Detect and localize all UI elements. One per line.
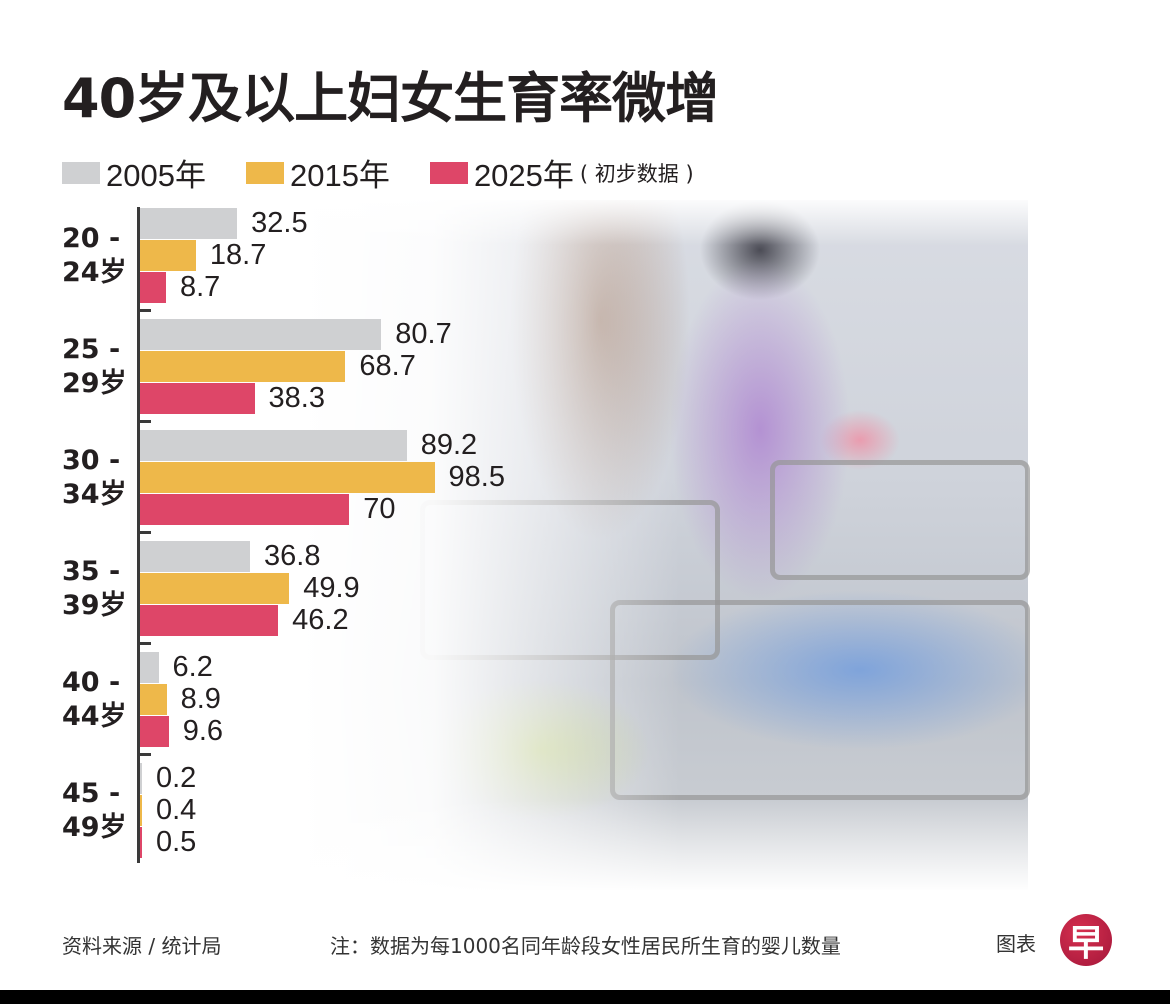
- bar-value-label: 36.8: [264, 540, 321, 572]
- bottom-border: [0, 990, 1170, 1004]
- legend-label: 2025年: [473, 158, 574, 193]
- age-group-label: 40 -44岁: [62, 666, 142, 734]
- bar-2015: [140, 351, 346, 382]
- photo-fade-overlay: [300, 800, 1028, 892]
- age-group-label-line2: 44岁: [62, 701, 127, 732]
- bar-value-label: 89.2: [420, 429, 478, 461]
- age-group-label: 45 -49岁: [62, 777, 142, 845]
- legend-label: 2005年: [106, 158, 206, 193]
- age-group-label-line1: 40 -: [62, 667, 121, 698]
- bar-value-label: 68.7: [359, 350, 416, 382]
- bar-2025: [140, 494, 350, 525]
- bar-2015: [140, 684, 167, 715]
- age-group-label: 30 -34岁: [62, 444, 142, 512]
- age-group-label-line2: 49岁: [62, 812, 127, 843]
- axis-tick: [137, 753, 151, 756]
- axis-tick: [137, 309, 151, 312]
- age-group-label: 25 -29岁: [62, 333, 142, 401]
- footer-credit: 图表: [996, 932, 1036, 956]
- age-group-label-line2: 39岁: [62, 590, 127, 621]
- bar-value-label: 32.5: [251, 207, 308, 239]
- bar-value-label: 49.9: [303, 572, 360, 604]
- legend-item-2015: 2015年: [245, 150, 390, 195]
- legend-swatch-2005: [62, 161, 100, 184]
- bar-value-label: 6.2: [172, 651, 213, 683]
- bar-2025: [140, 716, 169, 747]
- bar-2025: [140, 605, 279, 636]
- age-group-label-line1: 25 -: [62, 334, 121, 365]
- age-group-label-line2: 24岁: [62, 257, 127, 288]
- bar-2025: [140, 383, 255, 414]
- bar-2015: [140, 573, 290, 604]
- bar-2005: [140, 319, 382, 350]
- logo-glyph: 早: [1067, 922, 1104, 964]
- bar-value-label: 80.7: [395, 318, 452, 350]
- legend-preliminary-note: ( 初步数据 ): [579, 161, 694, 186]
- bar-value-label: 98.5: [448, 461, 505, 493]
- footer-source: 资料来源 / 统计局: [62, 934, 222, 958]
- photo-fade-overlay: [300, 200, 680, 890]
- age-group-label-line2: 29岁: [62, 368, 127, 399]
- bar-value-label: 8.9: [180, 683, 221, 715]
- legend-item-2005: 2005年: [62, 150, 206, 195]
- photo-fade-overlay: [300, 195, 1028, 245]
- age-group-label: 35 -39岁: [62, 555, 142, 623]
- bar-value-label: 38.3: [268, 382, 325, 414]
- bar-value-label: 46.2: [292, 604, 349, 636]
- y-axis-line: [137, 207, 140, 863]
- chart-legend: 2005年 2015年 2025年 ( 初步数据 ): [62, 150, 734, 195]
- legend-item-2025: 2025年 ( 初步数据 ): [429, 150, 694, 195]
- legend-label: 2015年: [289, 158, 390, 193]
- bar-2005: [140, 763, 142, 794]
- bar-value-label: 0.2: [156, 762, 197, 794]
- axis-tick: [137, 531, 151, 534]
- bar-value-label: 18.7: [209, 239, 267, 271]
- bar-2015: [140, 462, 435, 493]
- bar-2005: [140, 652, 159, 683]
- bar-value-label: 9.6: [182, 715, 224, 747]
- age-group-label-line1: 20 -: [62, 223, 121, 254]
- bar-value-label: 70: [363, 493, 396, 525]
- axis-tick: [137, 420, 151, 423]
- bar-value-label: 8.7: [180, 271, 221, 303]
- footer-note: 注：数据为每1000名同年龄段女性居民所生育的婴儿数量: [330, 934, 841, 958]
- age-group-label-line1: 35 -: [62, 556, 121, 587]
- bar-2025: [140, 272, 166, 303]
- bar-2005: [140, 541, 251, 572]
- legend-swatch-2015: [245, 161, 284, 184]
- age-group-label-line2: 34岁: [62, 479, 127, 510]
- bar-value-label: 0.5: [156, 826, 197, 858]
- bar-2005: [140, 208, 238, 239]
- bar-2025: [140, 827, 142, 858]
- legend-swatch-2025: [429, 161, 468, 184]
- age-group-label: 20 -24岁: [62, 222, 142, 290]
- bar-2005: [140, 430, 407, 461]
- bar-2015: [140, 795, 142, 826]
- chart-title: 40岁及以上妇女生育率微增: [62, 67, 719, 130]
- bar-2015: [140, 240, 196, 271]
- bar-value-label: 0.4: [156, 794, 197, 826]
- age-group-label-line1: 45 -: [62, 778, 121, 809]
- age-group-label-line1: 30 -: [62, 445, 121, 476]
- zaobao-logo-icon: 早: [1060, 914, 1112, 966]
- axis-tick: [137, 642, 151, 645]
